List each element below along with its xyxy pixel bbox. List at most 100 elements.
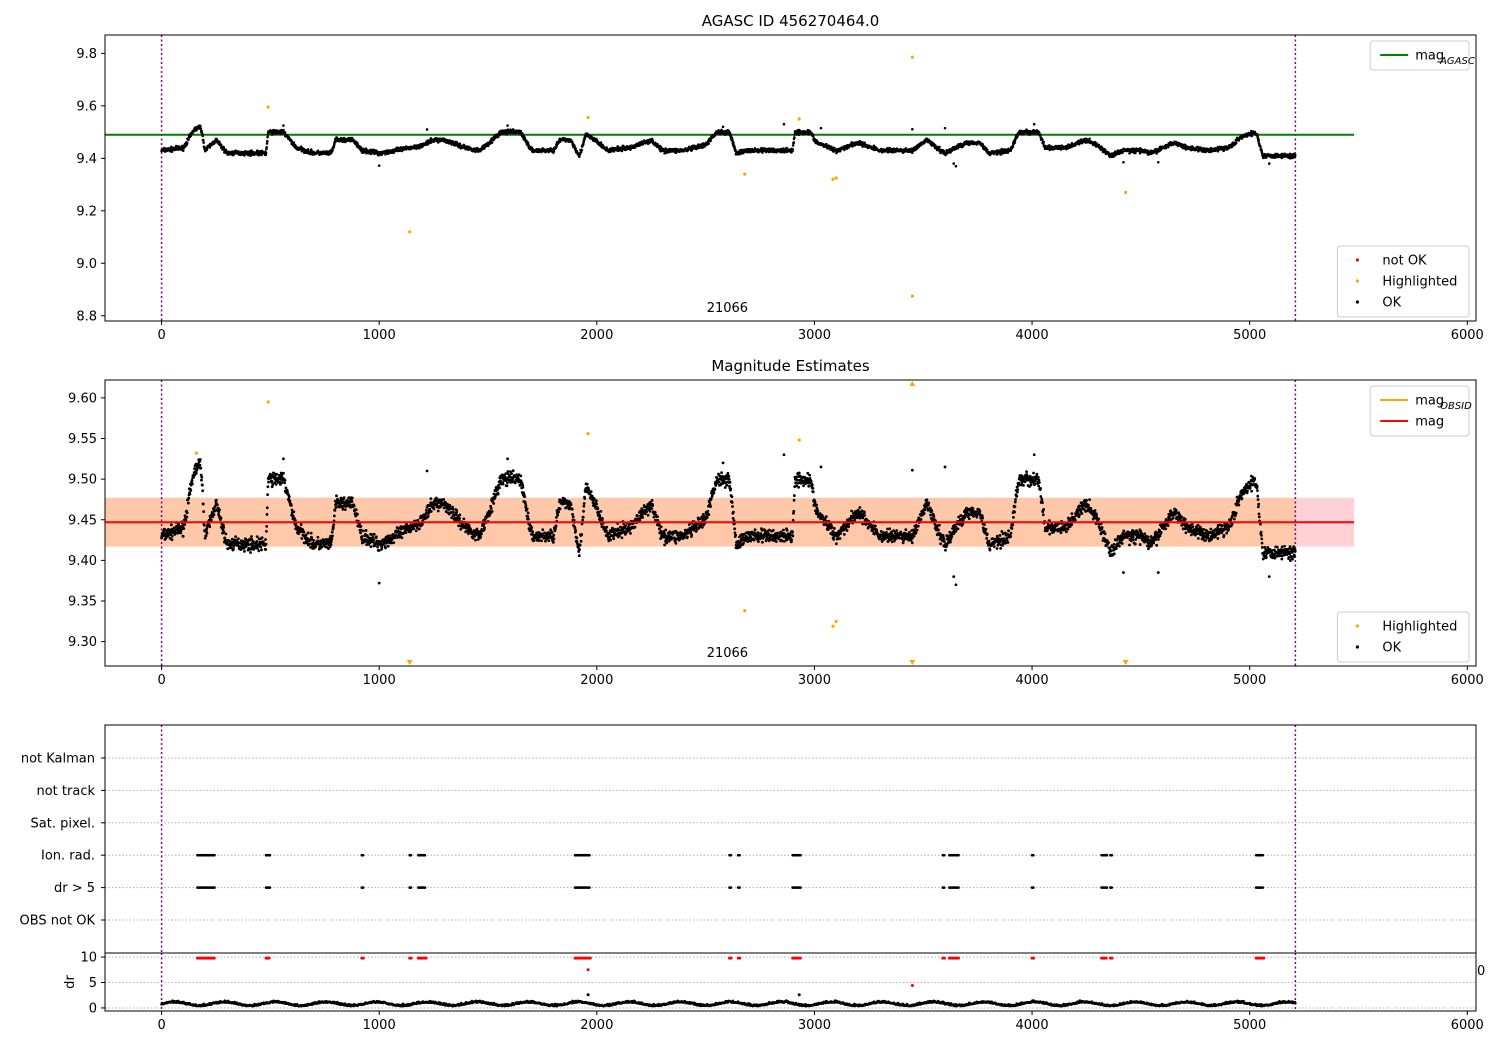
ok-point xyxy=(580,148,584,152)
ok-point xyxy=(224,148,228,152)
ok-point xyxy=(264,538,267,541)
ok-point xyxy=(266,140,269,143)
ok-point xyxy=(359,524,363,528)
ok-point xyxy=(1039,133,1042,137)
ok-point xyxy=(198,463,202,467)
ok-point xyxy=(459,527,463,531)
ok-point xyxy=(256,547,259,550)
ok-point xyxy=(474,150,477,154)
ok-point xyxy=(309,531,313,535)
ok-point xyxy=(425,128,429,131)
ok-point xyxy=(1122,160,1125,164)
ok-point xyxy=(462,517,466,521)
ok-point xyxy=(359,147,363,150)
ok-point xyxy=(374,535,378,539)
ok-point xyxy=(1259,145,1262,148)
ok-point xyxy=(291,514,295,518)
ok-point xyxy=(707,142,711,145)
ok-point xyxy=(219,516,223,520)
ok-point xyxy=(208,146,212,149)
ok-point xyxy=(185,511,189,515)
ok-point xyxy=(911,127,914,131)
ok-point xyxy=(434,496,438,500)
ok-point xyxy=(943,126,947,130)
ok-point xyxy=(351,136,354,140)
ok-point xyxy=(721,125,725,129)
ok-points xyxy=(160,122,1297,168)
ok-point xyxy=(333,508,337,512)
ok-point xyxy=(265,513,269,516)
ok-point xyxy=(352,504,356,508)
ok-point xyxy=(208,525,212,529)
ok-point xyxy=(1103,148,1107,152)
ok-point xyxy=(343,508,347,512)
ok-point xyxy=(169,523,173,527)
ok-point xyxy=(249,551,252,554)
ok-point xyxy=(316,535,320,539)
y-tick-label: 9.8 xyxy=(76,47,97,62)
ok-point xyxy=(985,148,989,152)
highlighted-point xyxy=(797,117,801,121)
ok-point xyxy=(492,501,496,505)
ok-point xyxy=(369,545,373,548)
ok-point xyxy=(200,130,204,133)
ok-point xyxy=(1257,138,1260,142)
ok-point xyxy=(417,527,421,531)
ok-point xyxy=(186,501,190,505)
ok-point xyxy=(455,140,459,144)
ok-point xyxy=(265,146,268,149)
ok-point xyxy=(424,508,428,512)
ok-point xyxy=(282,124,285,127)
ok-point xyxy=(232,547,235,551)
legend-dot-swatch xyxy=(1355,258,1359,262)
ok-point xyxy=(274,482,278,486)
ok-point xyxy=(218,508,221,512)
ok-point xyxy=(342,496,346,500)
ok-point xyxy=(791,149,795,152)
highlighted-point xyxy=(834,176,838,180)
ok-point xyxy=(179,528,183,532)
ok-point xyxy=(361,529,365,533)
ok-point xyxy=(329,543,333,546)
ok-point xyxy=(170,538,174,542)
ok-point xyxy=(270,479,274,483)
legend-label: Highlighted xyxy=(1382,275,1457,290)
ok-point xyxy=(170,534,174,538)
ok-point xyxy=(1042,140,1045,144)
ok-point xyxy=(300,537,304,540)
ok-point xyxy=(283,481,287,485)
ok-point xyxy=(264,529,268,533)
ok-point xyxy=(292,141,296,144)
ok-point xyxy=(709,139,712,143)
ok-point xyxy=(496,492,500,496)
x-tick-label: 2000 xyxy=(580,328,613,343)
ok-point xyxy=(212,513,216,517)
ok-point xyxy=(299,523,303,526)
ok-point xyxy=(201,134,205,138)
ok-point xyxy=(372,532,376,536)
ok-point xyxy=(181,534,185,538)
y-tick-label: 9.6 xyxy=(76,99,97,114)
ok-point xyxy=(201,483,204,487)
ok-point xyxy=(172,526,176,530)
ok-point xyxy=(552,150,556,153)
ok-point xyxy=(265,506,269,510)
ok-point xyxy=(400,536,404,540)
ok-point xyxy=(236,537,240,541)
x-tick-label: 6000 xyxy=(1451,328,1484,343)
ok-point xyxy=(200,475,204,479)
ok-point xyxy=(202,523,206,527)
ok-point xyxy=(360,535,364,538)
ok-point xyxy=(350,500,354,503)
ok-point xyxy=(1267,162,1271,165)
ok-point xyxy=(579,150,583,154)
ok-point xyxy=(448,503,452,507)
ok-point xyxy=(265,142,269,145)
ok-point xyxy=(952,162,956,165)
axes-frame xyxy=(104,34,1477,322)
ok-point xyxy=(451,507,455,511)
ok-point xyxy=(222,523,225,527)
x-tick-label: 4000 xyxy=(1016,328,1049,343)
ok-point xyxy=(264,151,268,155)
